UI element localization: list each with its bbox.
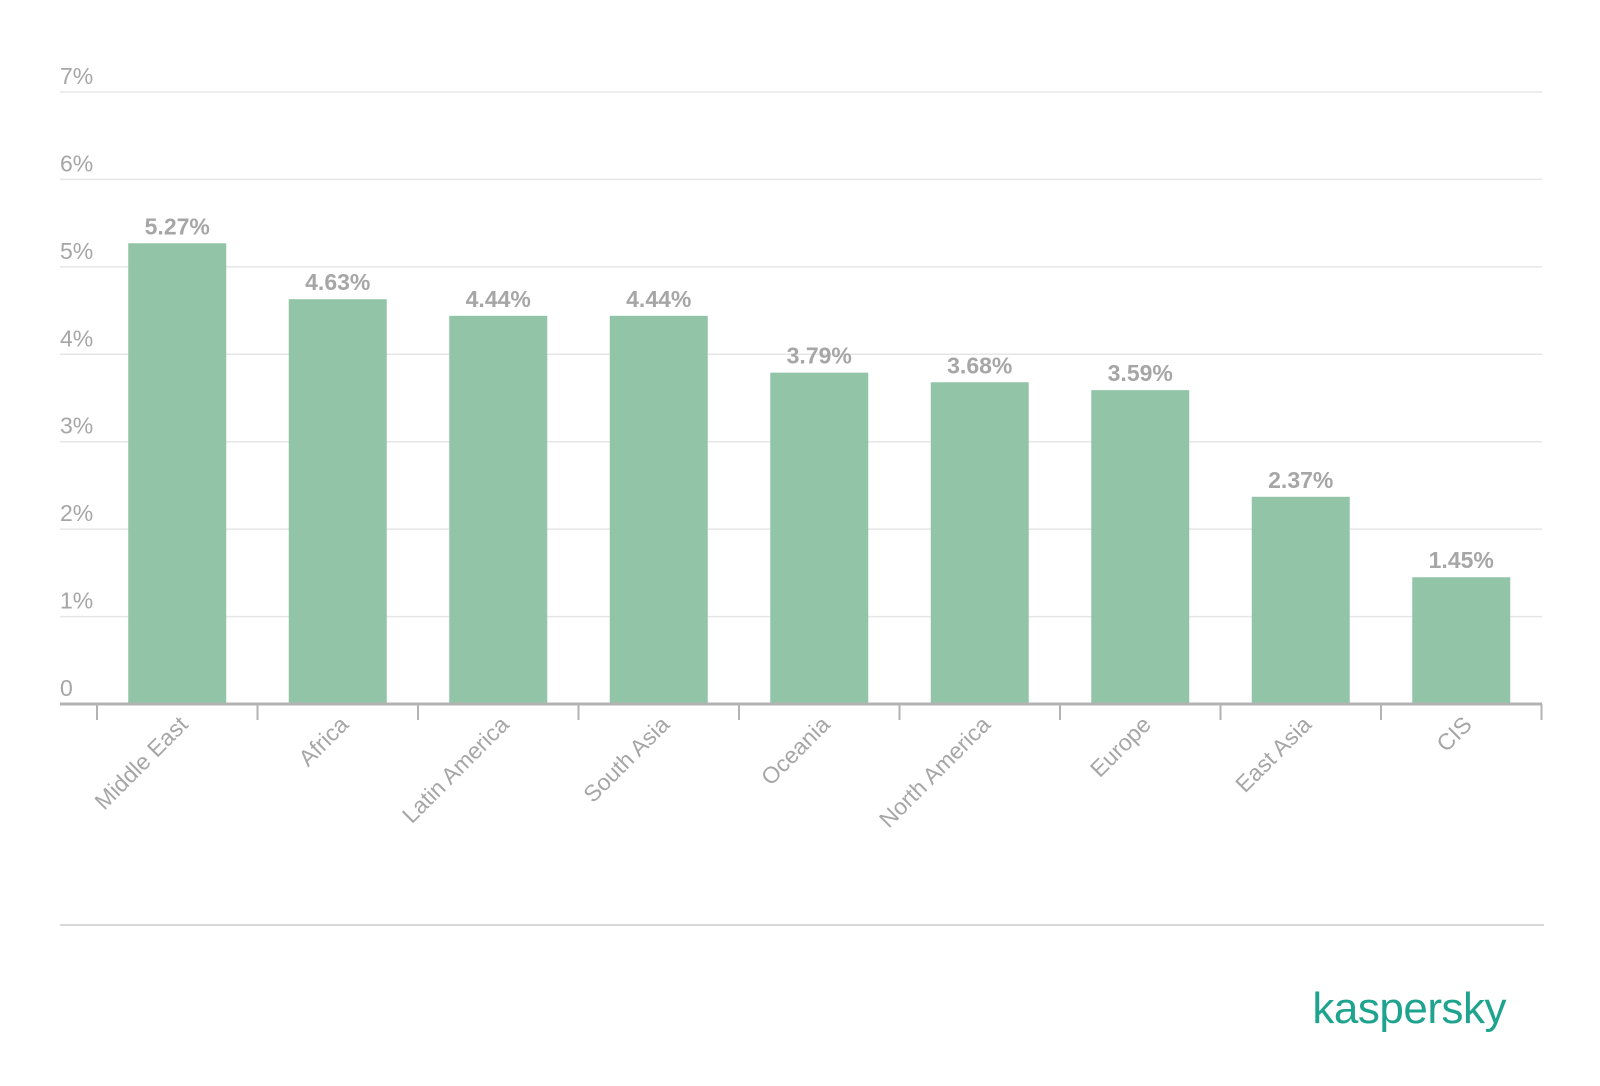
bar [1251, 496, 1350, 704]
x-tick-label: Latin America [397, 711, 514, 828]
kaspersky-logo: kaspersky [1312, 984, 1506, 1033]
x-tick-label: CIS [1431, 711, 1476, 756]
data-label: 4.63% [305, 269, 370, 295]
x-tick-label: Oceania [756, 711, 835, 790]
y-tick-label: 2% [60, 500, 93, 526]
bar [609, 315, 708, 704]
data-label: 5.27% [145, 213, 210, 239]
y-tick-label: 0 [60, 675, 73, 701]
y-tick-label: 7% [60, 63, 93, 89]
bars [128, 243, 1511, 704]
y-tick-label: 4% [60, 325, 93, 351]
x-tick-label: East Asia [1230, 711, 1316, 797]
x-tick-label: Europe [1085, 711, 1156, 782]
bar [128, 243, 227, 704]
y-axis-ticks: 0 1% 2% 3% 4% 5% 6% 7% [60, 63, 93, 701]
bar [770, 372, 869, 704]
data-label: 3.68% [947, 352, 1012, 378]
x-tick-label: North America [874, 711, 996, 833]
data-label: 3.79% [787, 343, 852, 369]
data-label: 2.37% [1268, 467, 1333, 493]
data-label: 1.45% [1429, 547, 1494, 573]
bar [288, 299, 387, 704]
x-tick-label: Africa [293, 711, 353, 771]
x-axis [60, 702, 1543, 720]
data-label: 4.44% [626, 286, 691, 312]
data-label: 4.44% [466, 286, 531, 312]
y-tick-label: 3% [60, 413, 93, 439]
x-axis-ticks: Middle East Africa Latin America South Asia… [89, 711, 1476, 833]
y-tick-label: 6% [60, 150, 93, 176]
y-tick-label: 1% [60, 588, 93, 614]
data-label: 3.59% [1108, 360, 1173, 386]
bar [1412, 577, 1511, 704]
x-tick-label: Middle East [89, 711, 193, 815]
bar [449, 315, 548, 704]
x-tick-label: South Asia [578, 711, 674, 807]
y-tick-label: 5% [60, 238, 93, 264]
bar [930, 382, 1029, 704]
value-labels: 5.27% 4.63% 4.44% 4.44% 3.79% 3.68% 3.59% 2.37%… [145, 213, 1494, 573]
bar [1091, 390, 1190, 704]
